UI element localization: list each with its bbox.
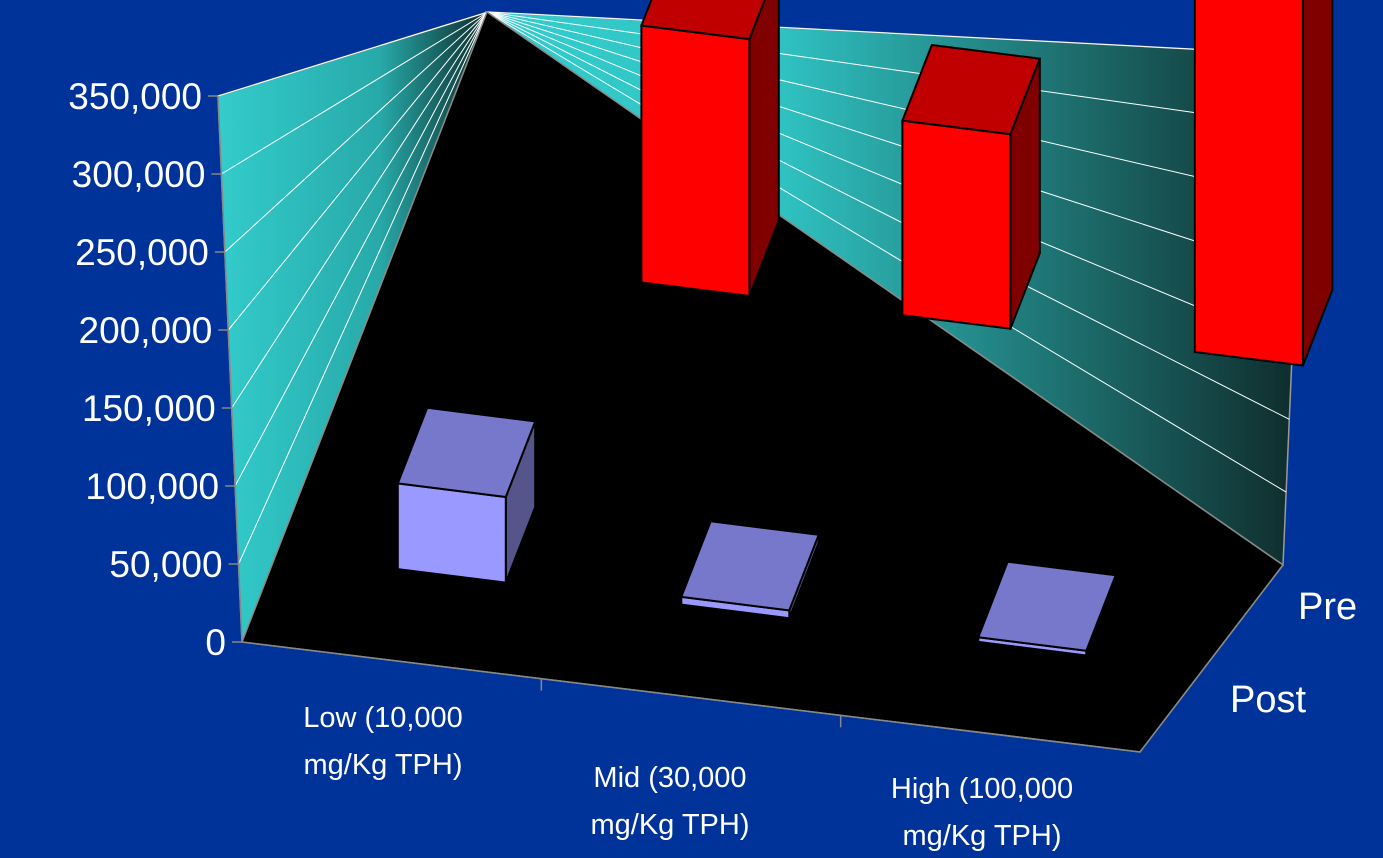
bar-front-face (1193, 0, 1304, 367)
y-tick-label: 100,000 (85, 466, 219, 507)
bar-front-face (640, 24, 751, 298)
bar-pre-3 (1193, 0, 1334, 367)
bar-top-face (901, 43, 1042, 136)
y-tick-label: 200,000 (79, 310, 213, 351)
y-axis-line (217, 95, 243, 643)
y-tick-label: 300,000 (72, 154, 206, 195)
y-tick-label: 250,000 (75, 232, 209, 273)
bar-pre-1 (640, 0, 780, 298)
y-tick-label: 0 (205, 622, 226, 663)
bar-top-face (679, 520, 821, 612)
bar-top-face (976, 560, 1118, 652)
bar-group (396, 0, 1334, 657)
bar-post-1 (396, 406, 537, 584)
y-tick-label: 350,000 (68, 76, 202, 117)
x-axis-line (241, 641, 1141, 753)
x-category-label: Low (10,000 mg/Kg TPH) (303, 702, 463, 781)
depth-label-post: Post (1230, 679, 1306, 721)
x-axis-labels: Low (10,000 mg/Kg TPH) Mid (30,000 mg/Kg TP… (303, 702, 1073, 852)
x-category-label: High (100,000 mg/Kg TPH) (891, 773, 1073, 852)
x-category-label-line: Mid (30,000 (593, 762, 746, 794)
bar-side-face (1301, 0, 1334, 366)
y-axis-ticks: 0 50,000 100,000 150,000 200,000 250,000 300,0… (68, 76, 242, 663)
bar-pre-2 (901, 43, 1042, 330)
x-category-label: Mid (30,000 mg/Kg TPH) (590, 762, 749, 841)
y-tick-label: 50,000 (109, 544, 222, 585)
x-category-label-line: High (100,000 (891, 773, 1073, 805)
bar-post-3 (976, 560, 1118, 657)
bar-front-face (901, 119, 1012, 330)
bar-front-face (396, 482, 507, 584)
x-category-label-line: Low (10,000 (303, 702, 463, 734)
x-category-label-line: mg/Kg TPH) (590, 809, 749, 841)
depth-label-pre: Pre (1298, 586, 1357, 628)
bar-post-2 (679, 520, 821, 620)
x-category-label-line: mg/Kg TPH) (303, 749, 462, 781)
depth-axis-line (1139, 564, 1284, 753)
depth-axis-labels: Pre Post (1230, 586, 1357, 721)
x-category-label-line: mg/Kg TPH) (902, 820, 1061, 852)
bar-top-face (396, 406, 537, 499)
bar-top-face (640, 0, 766, 41)
y-tick-label: 150,000 (82, 388, 216, 429)
